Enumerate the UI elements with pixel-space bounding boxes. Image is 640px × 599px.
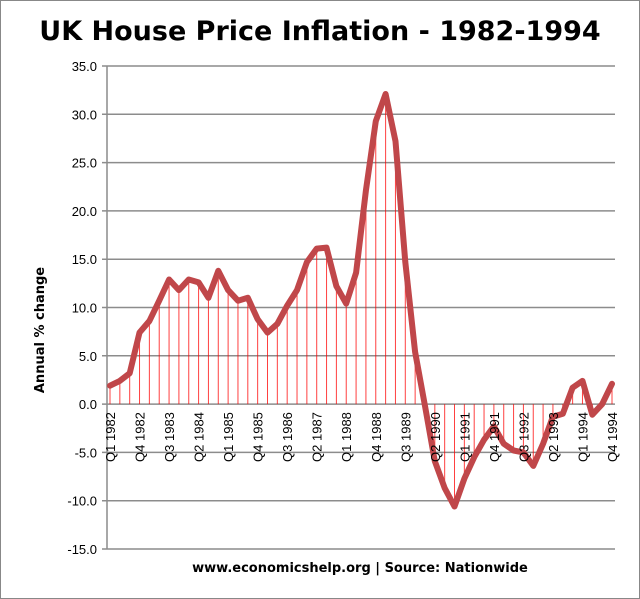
chart-title: UK House Price Inflation - 1982-1994 xyxy=(39,16,600,47)
x-tick-label: Q2 1987 xyxy=(310,412,325,462)
y-tick-label: -10.0 xyxy=(67,494,97,509)
series-line xyxy=(107,91,615,510)
x-tick-label: Q4 1982 xyxy=(133,412,148,462)
y-tick-label: 25.0 xyxy=(72,156,97,171)
x-tick-label: Q1 1982 xyxy=(103,412,118,462)
y-tick-label: 15.0 xyxy=(72,252,97,267)
y-tick-label: -5.0 xyxy=(75,445,97,460)
y-tick-label: 5.0 xyxy=(79,349,97,364)
x-tick-label: Q1 1988 xyxy=(339,412,354,462)
x-tick-label: Q4 1991 xyxy=(487,412,502,462)
x-tick-label: Q1 1994 xyxy=(575,412,590,462)
x-tick-label: Q1 1991 xyxy=(457,412,472,462)
x-tick-label: Q4 1994 xyxy=(605,412,620,462)
y-tick-label: 30.0 xyxy=(72,107,97,122)
x-tick-label: Q3 1983 xyxy=(162,412,177,462)
x-tick-label: Q2 1984 xyxy=(192,412,207,462)
x-tick-label: Q3 1992 xyxy=(516,412,531,462)
y-tick-label: 0.0 xyxy=(79,397,97,412)
x-tick-label: Q2 1990 xyxy=(428,412,443,462)
x-tick-label: Q3 1989 xyxy=(398,412,413,462)
y-tick-label: 10.0 xyxy=(72,301,97,316)
y-tick-label: 35.0 xyxy=(72,59,97,74)
y-axis-label: Annual % change xyxy=(33,267,48,393)
source-caption: www.economicshelp.org | Source: Nationwi… xyxy=(192,561,528,576)
y-tick-label: 20.0 xyxy=(72,204,97,219)
x-tick-label: Q1 1985 xyxy=(221,412,236,462)
x-tick-label: Q4 1988 xyxy=(369,412,384,462)
y-tick-label: -15.0 xyxy=(67,542,97,557)
x-tick-label: Q4 1985 xyxy=(251,412,266,462)
x-tick-label: Q2 1993 xyxy=(546,412,561,462)
x-tick-label: Q3 1986 xyxy=(280,412,295,462)
